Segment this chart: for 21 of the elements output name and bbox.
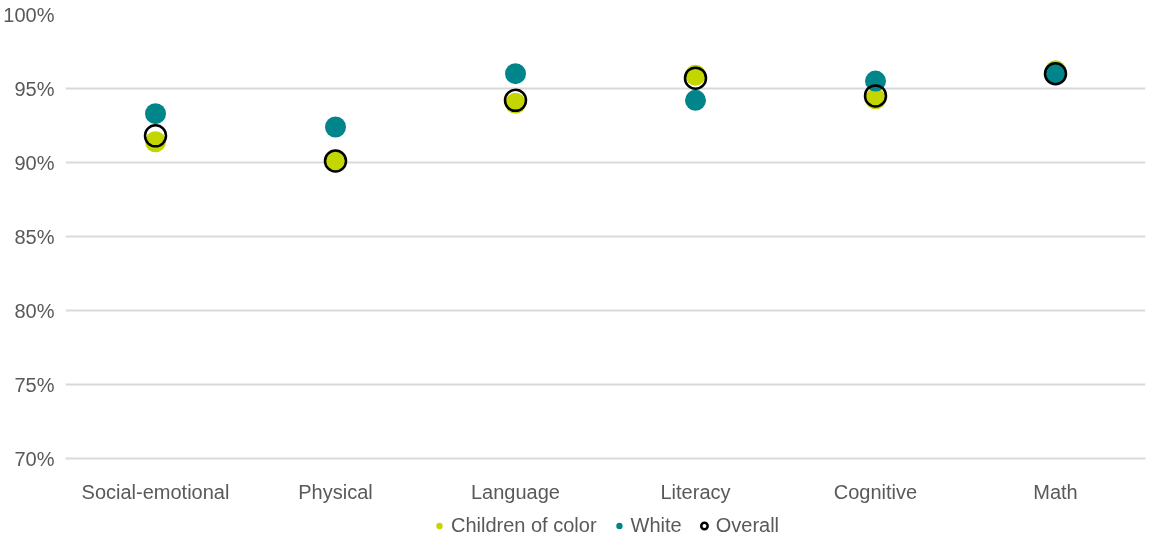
x-tick-label: Math [1033, 480, 1078, 503]
y-tick-label: 75% [14, 373, 55, 396]
x-tick-label: Language [471, 480, 560, 503]
x-tick-label: Physical [298, 480, 373, 503]
x-tick-label: Literacy [660, 480, 731, 503]
legend-label: Overall [715, 513, 780, 537]
y-tick-label: 100% [3, 3, 55, 26]
y-tick-label: 90% [14, 151, 55, 174]
legend-label: Children of color [450, 513, 597, 537]
point [685, 89, 706, 111]
x-tick-label: Cognitive [833, 480, 918, 503]
point [325, 116, 346, 138]
point [143, 124, 168, 148]
y-tick-label: 85% [14, 225, 55, 248]
y-tick-label: 80% [14, 299, 55, 322]
point [505, 63, 526, 85]
y-tick-label: 70% [14, 447, 55, 470]
y-tick-label: 95% [14, 77, 55, 100]
legend-label: White [630, 513, 682, 537]
x-tick-label: Social-emotional [81, 480, 230, 503]
point [145, 103, 166, 125]
